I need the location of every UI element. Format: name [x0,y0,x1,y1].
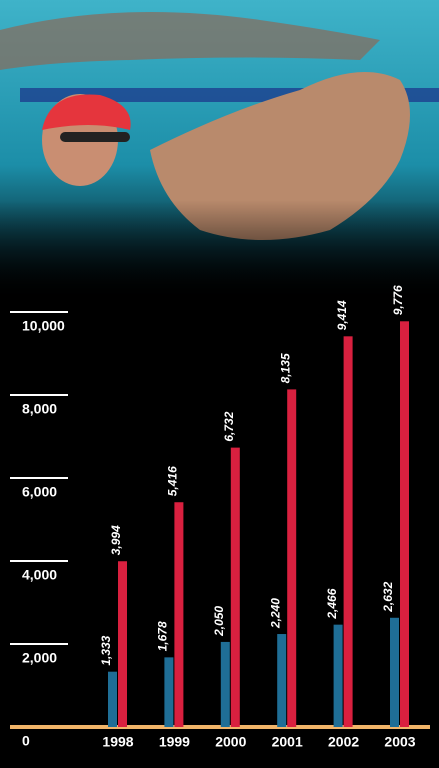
value-label: 5,416 [166,466,180,496]
y-tick-label: 6,000 [22,484,57,500]
x-tick-label: 1999 [159,734,190,750]
value-label: 2,632 [381,581,395,612]
bar [230,447,240,727]
bar [400,321,409,727]
value-label: 2,466 [325,588,339,619]
value-label: 1,678 [156,621,170,651]
bar [164,657,174,727]
value-label: 2,240 [268,598,282,629]
bar [390,617,399,727]
bar [220,641,230,727]
y-tick-label: 4,000 [22,567,57,583]
x-tick-label: 2000 [215,734,246,750]
value-label: 9,776 [391,285,405,315]
y-tick-label: 0 [22,733,30,749]
bar [174,502,184,727]
bar [333,624,343,727]
value-label: 8,135 [278,353,292,383]
value-label: 1,333 [99,635,113,665]
y-tick-label: 10,000 [22,318,65,334]
value-label: 9,414 [335,300,349,330]
swimmer-photo [0,0,439,300]
bar [277,634,287,727]
bar [108,671,117,727]
x-tick-label: 2001 [272,734,303,750]
bar [343,336,353,727]
value-label: 6,732 [222,411,236,441]
value-label: 2,050 [212,606,226,637]
x-tick-label: 2002 [328,734,359,750]
x-tick-label: 2003 [384,734,415,750]
bar [287,389,297,727]
y-tick-label: 8,000 [22,401,57,417]
value-label: 3,994 [109,525,123,555]
y-tick-label: 2,000 [22,650,57,666]
bar [118,561,127,727]
x-tick-label: 1998 [102,734,133,750]
